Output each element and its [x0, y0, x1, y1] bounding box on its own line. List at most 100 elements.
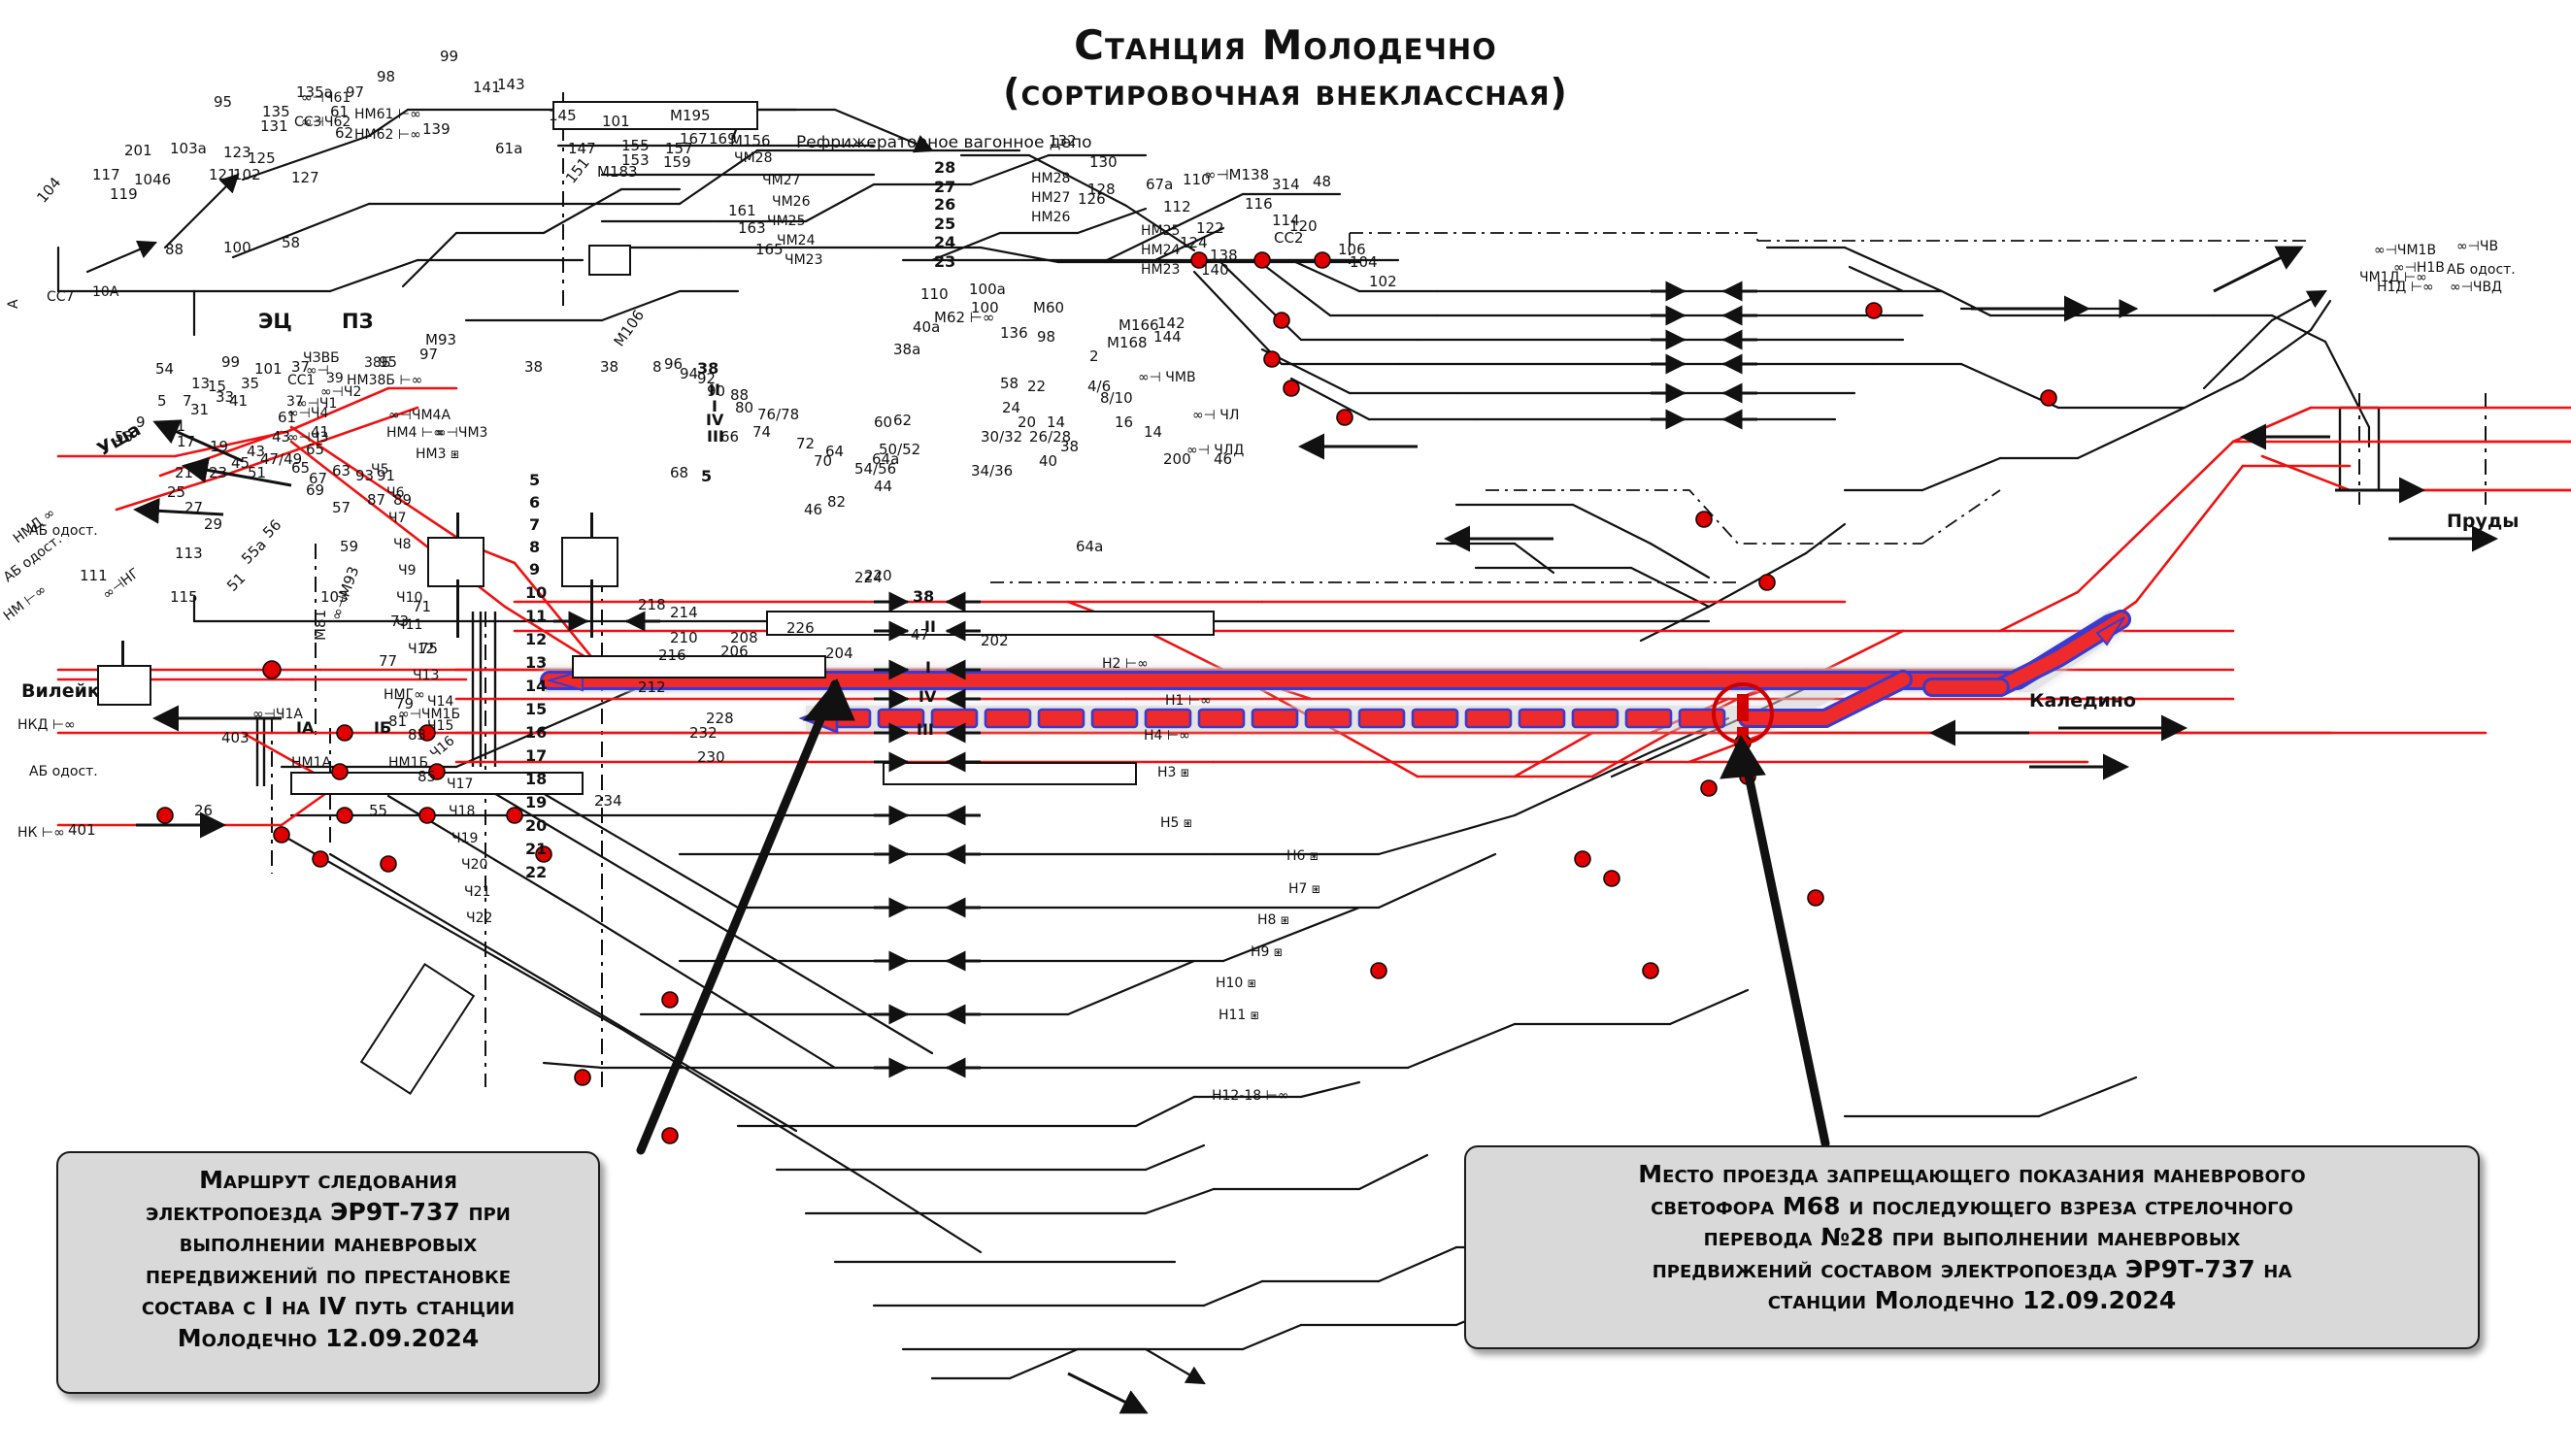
svg-text:85: 85 [417, 768, 436, 785]
svg-text:202: 202 [981, 632, 1009, 649]
svg-text:63: 63 [332, 462, 351, 480]
pz-box-stem [590, 579, 593, 638]
svg-text:СС3: СС3 [294, 115, 321, 130]
svg-text:80: 80 [735, 399, 753, 416]
svg-text:НК ⊢∞: НК ⊢∞ [17, 825, 65, 841]
signal-lamp-markers [156, 251, 2057, 1144]
svg-text:НМ4 ⊢∞: НМ4 ⊢∞ [386, 425, 445, 441]
svg-text:∞⊣Ч61: ∞⊣Ч61 [301, 90, 351, 106]
svg-text:55а: 55а [238, 536, 270, 568]
svg-text:100: 100 [971, 299, 999, 316]
svg-text:5: 5 [701, 467, 712, 485]
svg-text:165: 165 [755, 241, 784, 258]
svg-text:94: 94 [680, 365, 698, 382]
svg-text:110: 110 [1183, 171, 1211, 188]
direction-arrows [133, 246, 2498, 1414]
pz-box-top-stem [590, 513, 593, 538]
svg-text:39: 39 [326, 371, 344, 386]
svg-text:∞⊣М138: ∞⊣М138 [1204, 166, 1269, 183]
train-route-highlight [540, 610, 2131, 734]
svg-text:11: 11 [167, 417, 185, 435]
svg-text:НМ25: НМ25 [1141, 223, 1180, 239]
svg-text:Каледино: Каледино [2029, 690, 2136, 711]
svg-text:67: 67 [309, 470, 327, 487]
svg-text:27: 27 [184, 499, 203, 516]
svg-text:62: 62 [893, 412, 912, 429]
svg-text:8: 8 [652, 358, 662, 376]
svg-text:ЧМ1Д ⊢∞: ЧМ1Д ⊢∞ [2359, 270, 2427, 285]
svg-text:Ч14: Ч14 [427, 694, 454, 710]
svg-text:Н2 ⊢∞: Н2 ⊢∞ [1102, 656, 1149, 672]
svg-text:144: 144 [1153, 328, 1182, 346]
svg-text:136: 136 [1000, 324, 1028, 342]
svg-text:104: 104 [1350, 253, 1378, 271]
svg-text:147: 147 [568, 140, 596, 157]
svg-text:43: 43 [247, 443, 265, 460]
caption-right-line-1: Место проезда запрещающего показания ман… [1638, 1160, 2306, 1188]
svg-text:14: 14 [1144, 423, 1162, 441]
caption-left-line-1: Маршрут следования [199, 1166, 457, 1194]
svg-text:131: 131 [260, 117, 288, 135]
svg-text:25: 25 [167, 483, 185, 501]
svg-text:Ч13: Ч13 [413, 668, 439, 683]
svg-text:А: А [6, 299, 21, 309]
svg-text:Ч20: Ч20 [461, 857, 487, 873]
svg-text:4/6: 4/6 [1087, 378, 1111, 395]
svg-text:214: 214 [670, 604, 698, 621]
svg-text:61: 61 [330, 103, 349, 120]
svg-text:НМ62 ⊢∞: НМ62 ⊢∞ [354, 127, 421, 143]
svg-text:НМ ⊢∞: НМ ⊢∞ [1, 582, 50, 624]
svg-text:22: 22 [525, 863, 547, 881]
svg-text:64а: 64а [872, 450, 899, 468]
svg-text:18: 18 [525, 770, 547, 788]
svg-text:206: 206 [720, 643, 749, 660]
svg-text:65: 65 [306, 441, 324, 458]
svg-text:9: 9 [136, 414, 146, 431]
svg-text:М60: М60 [1033, 299, 1064, 316]
svg-text:Рефрижераторное вагонное депо: Рефрижераторное вагонное депо [796, 133, 1092, 152]
svg-text:38Б: 38Б [364, 355, 390, 371]
svg-text:19: 19 [210, 438, 228, 455]
svg-text:56: 56 [259, 516, 284, 542]
svg-text:159: 159 [663, 153, 691, 171]
svg-text:66: 66 [720, 428, 739, 446]
svg-text:∞⊣Н1В: ∞⊣Н1В [2393, 260, 2445, 276]
svg-text:Ч19: Ч19 [451, 831, 478, 846]
svg-text:НКД ⊢∞: НКД ⊢∞ [17, 717, 76, 733]
svg-text:7: 7 [529, 515, 540, 534]
svg-text:1046: 1046 [134, 171, 171, 188]
svg-text:НМ1А: НМ1А [291, 755, 332, 771]
svg-text:М168: М168 [1107, 334, 1148, 351]
svg-text:ЧМ28: ЧМ28 [734, 150, 773, 166]
svg-text:40а: 40а [913, 318, 940, 336]
svg-text:Ч11: Ч11 [396, 617, 422, 633]
svg-text:61: 61 [278, 409, 296, 426]
svg-text:НМ3 ⧆: НМ3 ⧆ [416, 447, 459, 462]
svg-text:27: 27 [934, 178, 955, 196]
svg-text:7: 7 [183, 392, 192, 410]
svg-text:ЧМ23: ЧМ23 [785, 252, 823, 268]
svg-text:101: 101 [254, 360, 283, 378]
svg-text:28: 28 [934, 158, 955, 177]
svg-text:64а: 64а [1076, 538, 1103, 555]
svg-text:М183: М183 [597, 163, 638, 181]
svg-text:121: 121 [209, 166, 237, 183]
svg-text:55: 55 [369, 802, 387, 819]
svg-text:АБ одост.: АБ одост. [29, 764, 98, 779]
svg-text:218: 218 [638, 596, 666, 613]
svg-text:Ч21: Ч21 [464, 884, 490, 900]
svg-text:68: 68 [670, 464, 688, 481]
svg-text:58: 58 [282, 234, 300, 251]
svg-text:37: 37 [291, 358, 310, 376]
svg-text:132: 132 [1049, 132, 1077, 149]
svg-text:16: 16 [1115, 414, 1133, 431]
caption-right-line-5: станции Молодечно 12.09.2024 [1767, 1286, 2177, 1314]
svg-text:169: 169 [709, 130, 737, 148]
svg-text:97: 97 [346, 83, 364, 101]
svg-text:403: 403 [221, 729, 250, 746]
svg-text:14: 14 [1047, 414, 1065, 431]
svg-text:104: 104 [33, 174, 64, 207]
svg-text:200: 200 [1163, 450, 1191, 468]
